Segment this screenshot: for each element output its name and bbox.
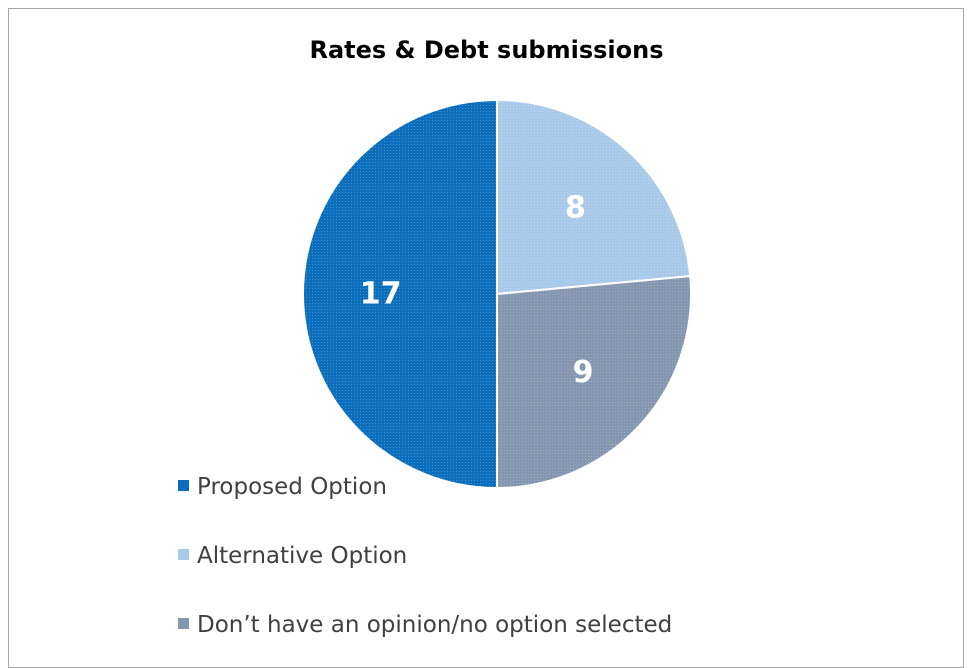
data-label-0: 17 — [360, 277, 402, 312]
pie-slice-2 — [496, 275, 692, 490]
legend-item-0: Proposed Option — [178, 472, 387, 502]
pie-slice-1 — [496, 98, 692, 296]
legend-label-1: Alternative Option — [197, 543, 408, 569]
legend-item-2: Don’t have an opinion/no option selected — [178, 610, 672, 640]
data-label-1: 8 — [565, 190, 586, 225]
legend-swatch-1 — [178, 549, 189, 560]
legend-swatch-2 — [178, 618, 189, 629]
legend-item-1: Alternative Option — [178, 541, 407, 571]
legend-label-0: Proposed Option — [197, 474, 387, 500]
legend-label-2: Don’t have an opinion/no option selected — [197, 612, 673, 638]
legend-swatch-0 — [178, 480, 189, 491]
data-label-2: 9 — [573, 355, 594, 390]
chart-title: Rates & Debt submissions — [309, 36, 664, 64]
